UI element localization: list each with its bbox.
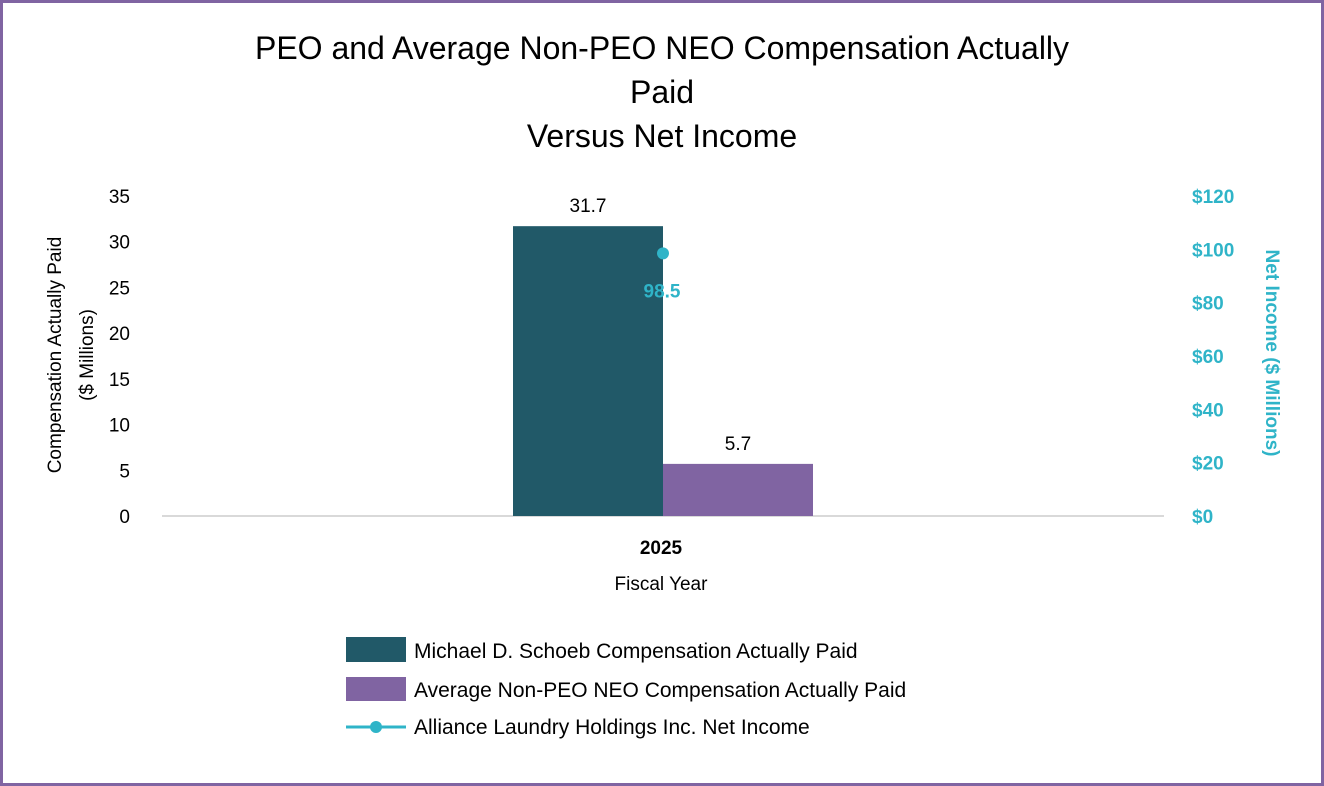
y-tick-label: 15 xyxy=(109,370,130,391)
legend-swatch-point xyxy=(370,721,382,733)
legend-swatch-bar-1 xyxy=(346,637,406,662)
y-tick-label: 10 xyxy=(109,416,130,437)
y2-tick-label: $80 xyxy=(1192,294,1224,315)
bar-data-label-2: 5.7 xyxy=(725,434,751,455)
legend-label-3: Alliance Laundry Holdings Inc. Net Incom… xyxy=(414,716,810,739)
line-points: 98.5 xyxy=(644,247,681,302)
legend-swatch-bar-2 xyxy=(346,677,406,701)
y2-axis-label: Net Income ($ Millions) xyxy=(1261,250,1282,457)
y2-tick-label: $60 xyxy=(1192,347,1224,368)
y-tick-label: 25 xyxy=(109,278,130,299)
bars xyxy=(513,226,813,516)
y-tick-label: 5 xyxy=(119,461,130,482)
y2-tick-label: $120 xyxy=(1192,187,1234,208)
y-tick-label: 30 xyxy=(109,233,130,254)
chart-title-line-1: PEO and Average Non-PEO NEO Compensation… xyxy=(255,30,1069,66)
y2-tick-label: $0 xyxy=(1192,507,1213,528)
bar-1-2025 xyxy=(513,226,663,516)
y2-tick-label: $40 xyxy=(1192,400,1224,421)
x-axis-label: Fiscal Year xyxy=(615,574,709,595)
net-income-data-label: 98.5 xyxy=(644,281,681,302)
y2-axis-label-text: Net Income ($ Millions) xyxy=(1261,250,1282,457)
y-tick-label: 0 xyxy=(119,507,130,528)
chart-title-line-2: Paid xyxy=(630,74,694,110)
category-label-2025: 2025 xyxy=(640,538,683,559)
chart-title-line-3: Versus Net Income xyxy=(527,118,797,154)
y-tick-label: 35 xyxy=(109,187,130,208)
y2-axis-ticks: $0 $20 $40 $60 $80 $100 $120 xyxy=(1192,187,1234,528)
y2-tick-label: $100 xyxy=(1192,240,1234,261)
legend: Michael D. Schoeb Compensation Actually … xyxy=(346,637,906,739)
bar-data-label-1: 31.7 xyxy=(570,196,607,217)
net-income-point-2025 xyxy=(657,247,669,260)
y-axis-label: Compensation Actually Paid ($ Millions) xyxy=(45,237,98,474)
legend-label-1: Michael D. Schoeb Compensation Actually … xyxy=(414,640,858,663)
y2-tick-label: $20 xyxy=(1192,454,1224,475)
y-axis-ticks: 0 5 10 15 20 25 30 35 xyxy=(109,187,130,528)
chart-title: PEO and Average Non-PEO NEO Compensation… xyxy=(255,30,1069,154)
y-tick-label: 20 xyxy=(109,324,130,345)
legend-label-2: Average Non-PEO NEO Compensation Actuall… xyxy=(414,679,906,702)
category-labels: 2025 xyxy=(640,538,683,559)
y-axis-label-line-1: Compensation Actually Paid xyxy=(45,237,66,474)
y-axis-label-line-2: ($ Millions) xyxy=(77,309,98,401)
bar-2-2025 xyxy=(663,463,813,516)
bar-data-labels: 31.7 5.7 xyxy=(570,196,752,455)
